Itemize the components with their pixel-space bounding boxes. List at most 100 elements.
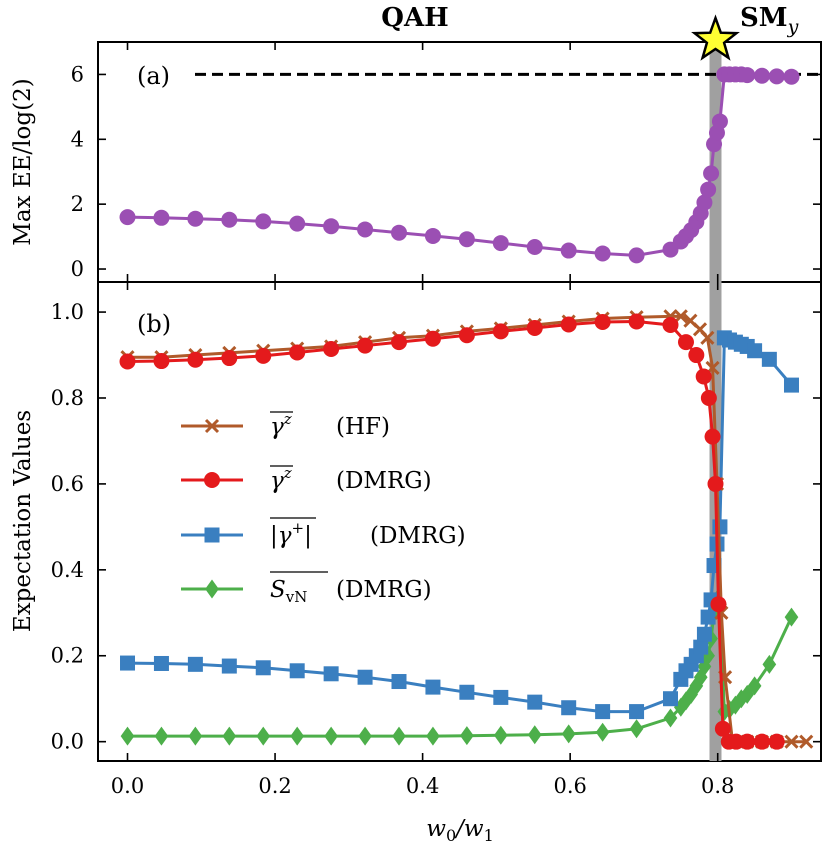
legend-gz-marker [204, 472, 220, 488]
series-svn-point [684, 684, 698, 704]
series-svn-point [120, 726, 135, 746]
series-gplus-point [693, 639, 709, 655]
series-gplus-point [629, 704, 645, 720]
series-max-ee-point [711, 113, 728, 130]
series-svn-point [728, 695, 743, 715]
x-tick-label: 0.6 [553, 774, 586, 798]
series-svn-point [561, 724, 576, 744]
legend: γz (HF) γz (DMRG) |γ+| (DMRG) [181, 410, 466, 606]
series-max-ee-point [187, 210, 204, 227]
series-svn-point [256, 726, 271, 746]
series-gz-dmrg-point [255, 347, 272, 364]
x-tick-label: 0.4 [406, 774, 439, 798]
panel-a-y-axis-label: Max EE/log(2) [10, 78, 36, 245]
svg-text:(HF): (HF) [336, 414, 390, 440]
series-gz-dmrg-point [458, 327, 475, 344]
series-gz-dmrg-point [187, 351, 204, 368]
panel-b-y-tick-label: 0.4 [51, 558, 84, 582]
series-gz-dmrg-point [153, 353, 170, 370]
svg-text:(DMRG): (DMRG) [336, 577, 432, 603]
series-gplus-point [425, 679, 441, 695]
series-gplus-point [696, 626, 712, 642]
series-gz-dmrg-point [700, 389, 717, 406]
series-max-ee-point [289, 215, 306, 232]
panel-b-y-tick-label: 0.8 [51, 386, 84, 410]
series-gz-dmrg-point [704, 428, 721, 445]
series-svn-point [701, 646, 715, 666]
series-gz-hf-point [799, 734, 814, 749]
panel-a-label: (a) [137, 62, 170, 90]
series-gplus-point [120, 655, 136, 671]
series-gz-dmrg [119, 313, 785, 750]
series-gz-dmrg-point [391, 334, 408, 351]
series-max-ee-point [221, 211, 238, 228]
legend-item-svn-dmrg: SvN (DMRG) [181, 571, 432, 606]
series-gz-hf-point [700, 330, 715, 345]
legend-svn-marker [205, 579, 219, 599]
series-svn-point [747, 676, 762, 696]
svg-text:(DMRG): (DMRG) [370, 523, 466, 549]
series-svn-point [392, 726, 406, 746]
series-max-ee-point [703, 165, 720, 182]
series-gplus-point [459, 684, 475, 700]
series-gz-dmrg-point [662, 316, 679, 333]
series-max-ee-point [628, 247, 645, 264]
x-tick-label: 0.0 [111, 774, 144, 798]
series-svn-point [527, 725, 542, 745]
series-gz-dmrg-point [739, 733, 756, 750]
series-gz-dmrg-point [526, 319, 543, 336]
series-max-ee-point [696, 194, 713, 211]
series-max-ee-point [783, 68, 800, 85]
series-gz-dmrg-point [221, 350, 238, 367]
series-svn-point [426, 726, 440, 746]
series-gplus-point [391, 674, 407, 690]
svg-text:SvN: SvN [270, 577, 307, 606]
series-max-ee-point [391, 224, 408, 241]
panel-a-y-tick-label: 2 [71, 192, 84, 216]
series-svn-point [290, 726, 305, 746]
series-svn-point [324, 726, 338, 746]
panel-b-y-tick-label: 0.2 [51, 644, 84, 668]
series-gplus-point [783, 377, 799, 393]
series-gplus-point [700, 609, 716, 625]
series-svn-point [493, 725, 508, 745]
series-gz-dmrg-point [492, 323, 509, 340]
series-svn-point [154, 726, 169, 746]
series-gplus-point [595, 704, 611, 720]
series-max-ee-point [153, 209, 170, 226]
series-svn-point [629, 719, 644, 739]
series-svn-point [663, 708, 678, 728]
transition-band-a [709, 42, 722, 282]
series-max-ee-point [753, 67, 770, 84]
series-gz-dmrg-point [728, 733, 745, 750]
panel-a-y-tick-label: 6 [71, 62, 84, 86]
series-gz-dmrg-point [707, 475, 724, 492]
panel-b-y-tick-label: 0.0 [51, 730, 84, 754]
series-gplus-point [323, 666, 339, 682]
legend-gplus-marker [204, 527, 220, 543]
legend-item-gplus-dmrg: |γ+| (DMRG) [181, 517, 466, 549]
svg-text:γz: γz [270, 410, 292, 440]
series-gplus-point [761, 351, 777, 367]
transition-star-icon [691, 14, 740, 61]
series-max-ee-point [119, 209, 136, 226]
series-gplus-point [747, 343, 763, 359]
phase-label-smy: SMy [740, 3, 799, 38]
series-gplus-point [289, 663, 305, 679]
legend-item-gz-dmrg: γz (DMRG) [181, 464, 432, 494]
series-gz-dmrg-point [628, 313, 645, 330]
series-gz-dmrg-point [424, 330, 441, 347]
series-gz-dmrg-point [119, 353, 136, 370]
series-gplus [120, 330, 799, 720]
series-gplus-point [153, 655, 169, 671]
panel-b-label: (b) [137, 310, 171, 338]
svg-text:|γ+|: |γ+| [270, 519, 312, 549]
series-gz-dmrg-point [357, 337, 374, 354]
series-gz-dmrg-point [710, 596, 727, 613]
series-max-ee-point [526, 238, 543, 255]
series-gz-dmrg-point [560, 316, 577, 333]
series-gplus-point [357, 669, 373, 685]
series-svn-point [358, 726, 372, 746]
series-gz-dmrg-point [695, 368, 712, 385]
